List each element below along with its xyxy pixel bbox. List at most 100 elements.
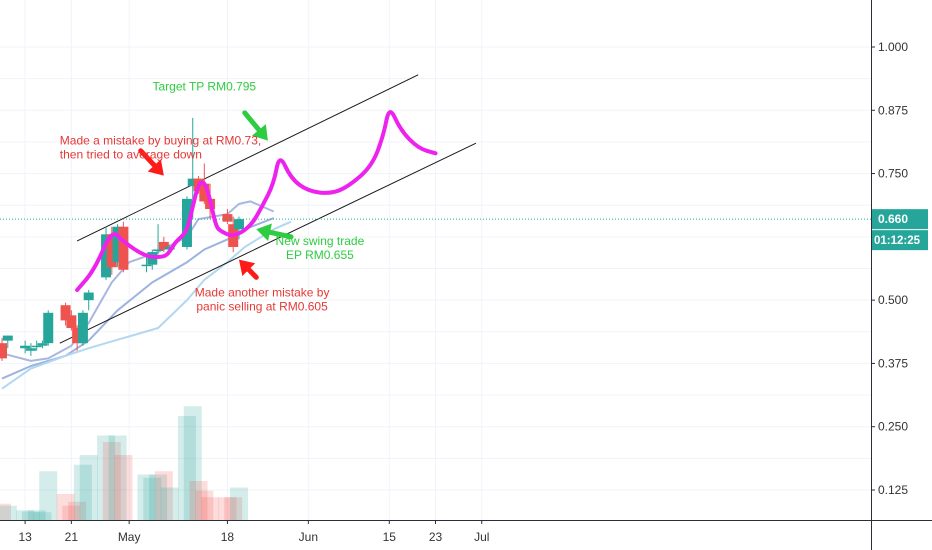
moving-average-line: [1, 200, 275, 362]
candle: [118, 221, 129, 273]
x-tick-label: Jul: [474, 530, 489, 544]
volume-bar: [195, 490, 214, 520]
annotation-line: EP RM0.655: [286, 248, 354, 262]
arrow-shaft: [246, 267, 259, 280]
y-tick-label: 0.500: [878, 293, 908, 307]
volume-bar: [56, 494, 75, 520]
moving-average-line: [1, 220, 292, 390]
annotation-line: then tried to average down: [60, 148, 202, 162]
volume-bar: [21, 511, 40, 520]
candle-body: [37, 343, 48, 346]
candle-body: [25, 348, 36, 351]
candle: [153, 224, 164, 255]
candle: [101, 226, 112, 280]
arrow: [242, 110, 268, 141]
volume-bar: [108, 435, 127, 520]
arrow-head: [238, 259, 256, 276]
current-price-label: 0.660: [878, 212, 908, 226]
candle-body: [77, 312, 88, 344]
x-axis-ticks: 13 21 May 18 Jun 15 23 Jul: [18, 520, 489, 544]
x-tick: Jun: [299, 520, 318, 544]
volume-bar: [154, 471, 173, 520]
volume-bar: [143, 477, 162, 520]
y-tick: 1.000: [871, 40, 908, 54]
candle-body: [118, 226, 129, 270]
annotation-target: Target TP RM0.795: [152, 80, 256, 94]
candle-body: [72, 327, 83, 344]
volume-bar: [177, 416, 196, 520]
y-axis-ticks: 1.000 0.875 0.750 0.500 0.375 0.250 0.125: [871, 40, 908, 497]
volume-bars: [0, 406, 248, 520]
y-tick: 0.125: [871, 483, 908, 497]
volume-bar: [114, 455, 133, 520]
candle: [222, 209, 233, 225]
price-axis-panel: [871, 0, 932, 550]
candle: [72, 325, 83, 351]
candle-body: [222, 214, 233, 222]
candle: [60, 302, 71, 326]
y-tick: 0.500: [871, 293, 908, 307]
candle-body: [153, 249, 164, 252]
volume-bar: [97, 435, 116, 520]
volume-bar: [224, 497, 243, 520]
arrow: [238, 259, 259, 280]
volume-bar: [39, 471, 58, 520]
countdown-label: 01:12:25: [874, 235, 921, 247]
candle-body: [2, 335, 13, 341]
volume-bar: [0, 503, 11, 520]
volume-bar: [218, 497, 237, 520]
volume-bar: [149, 474, 168, 520]
countdown-badge-bg: [872, 230, 928, 251]
candle-body: [233, 219, 244, 230]
arrow: [256, 223, 294, 242]
x-tick: May: [118, 520, 140, 544]
annotation-new-swing: New swing trade EP RM0.655: [276, 234, 365, 262]
y-tick: 0.375: [871, 356, 908, 370]
candle-body: [20, 345, 31, 349]
arrow-head: [252, 124, 268, 141]
annotation-mistake-buy: Made a mistake by buying at RM0.73, then …: [60, 134, 261, 162]
candle: [37, 340, 48, 349]
candle: [2, 335, 13, 349]
volume-bar: [102, 442, 121, 520]
y-tick-label: 0.125: [878, 483, 908, 497]
annotations: Made a mistake by buying at RM0.73, then …: [60, 80, 365, 314]
y-tick: 0.875: [871, 103, 908, 117]
candle-body: [31, 345, 42, 348]
candle-body: [66, 315, 77, 328]
annotation-line: Made another mistake by: [195, 286, 330, 300]
y-tick-label: 0.375: [878, 356, 908, 370]
volume-bar: [33, 512, 52, 520]
candle: [158, 236, 169, 253]
candle-body: [83, 292, 94, 301]
current-price-badge: 0.660 01:12:25: [872, 209, 928, 251]
x-tick-label: Jun: [299, 530, 318, 544]
candle-body: [158, 241, 169, 250]
x-tick-label: 15: [383, 530, 397, 544]
candle-body: [112, 226, 123, 263]
x-tick: 21: [65, 520, 78, 544]
candle: [112, 224, 123, 268]
volume-bar: [229, 487, 248, 520]
candle-body: [106, 234, 117, 268]
candle: [77, 310, 88, 346]
volume-bar: [79, 455, 98, 520]
time-axis-panel: [0, 520, 932, 550]
volume-bar: [137, 474, 156, 520]
candle-body: [187, 178, 198, 187]
volume-bar: [183, 406, 202, 520]
candle: [20, 340, 31, 354]
volume-bar: [189, 481, 208, 520]
volume-bar: [73, 464, 92, 520]
arrow-head: [256, 223, 272, 242]
arrow-shaft: [242, 110, 262, 133]
y-tick-label: 0.875: [878, 103, 908, 117]
trend-line: [59, 142, 477, 344]
x-tick-label: 18: [221, 530, 235, 544]
candle: [25, 343, 36, 356]
x-tick: 13: [18, 520, 32, 544]
candle: [31, 340, 42, 351]
candle: [233, 216, 244, 240]
